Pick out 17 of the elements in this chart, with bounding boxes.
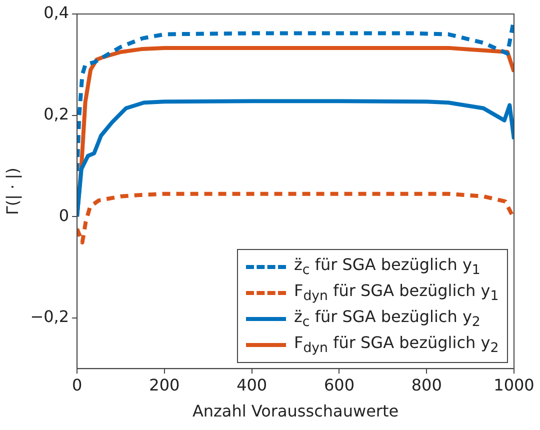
x-tick-label: 1000 (494, 375, 534, 394)
x-tick-label: 600 (324, 375, 354, 394)
legend-label: F$_{dyn}$ für SGA bezüglich y$_{1}$ (294, 281, 499, 304)
y-axis-title: Γ(| · |) (2, 168, 22, 216)
y-tick-label: 0,2 (44, 104, 70, 124)
legend-label: z̈$_{c}$ für SGA bezüglich y$_{2}$ (294, 307, 480, 330)
legend-label: z̈$_{c}$ für SGA bezüglich y$_{1}$ (294, 255, 480, 278)
x-tick-label: 800 (411, 375, 442, 394)
y-tick-label: 0,4 (44, 3, 70, 22)
y-tick-label: −0,2 (30, 307, 70, 326)
line-series (77, 192, 514, 244)
x-tick-label: 0 (72, 375, 82, 394)
x-tick-label: 200 (149, 375, 180, 394)
x-tick-label: 400 (236, 375, 268, 394)
y-tick-label: 0 (58, 206, 70, 225)
legend-label: F$_{dyn}$ für SGA bezüglich y$_{2}$ (294, 333, 499, 356)
x-axis-title: Anzahl Vorausschauwerte (192, 402, 399, 421)
